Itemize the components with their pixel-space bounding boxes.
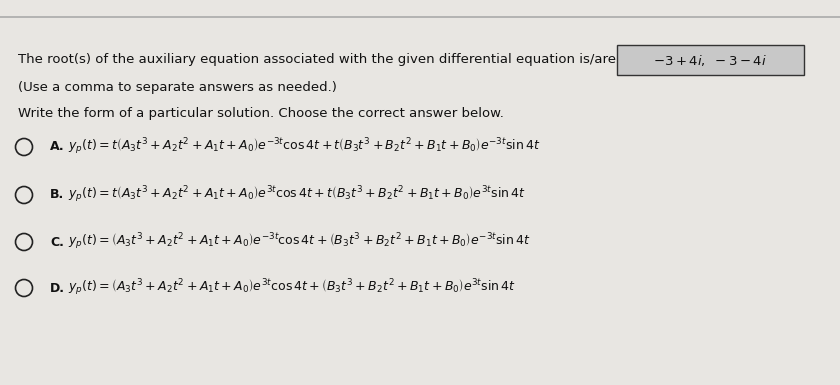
Text: D.: D.: [50, 281, 65, 295]
Text: $y_p(t)=\left(A_3t^3+A_2t^2+A_1t+A_0\right)e^{-3t}\cos 4t+\left(B_3t^3+B_2t^2+B_: $y_p(t)=\left(A_3t^3+A_2t^2+A_1t+A_0\rig…: [68, 232, 531, 252]
Text: (Use a comma to separate answers as needed.): (Use a comma to separate answers as need…: [18, 80, 337, 94]
Text: The root(s) of the auxiliary equation associated with the given differential equ: The root(s) of the auxiliary equation as…: [18, 54, 616, 67]
Text: A.: A.: [50, 141, 65, 154]
Text: C.: C.: [50, 236, 64, 248]
Text: $y_p(t)=t\left(A_3t^3+A_2t^2+A_1t+A_0\right)e^{-3t}\cos 4t+t\left(B_3t^3+B_2t^2+: $y_p(t)=t\left(A_3t^3+A_2t^2+A_1t+A_0\ri…: [68, 137, 540, 157]
Text: $y_p(t)=t\left(A_3t^3+A_2t^2+A_1t+A_0\right)e^{3t}\cos 4t+t\left(B_3t^3+B_2t^2+B: $y_p(t)=t\left(A_3t^3+A_2t^2+A_1t+A_0\ri…: [68, 185, 526, 205]
Text: Write the form of a particular solution. Choose the correct answer below.: Write the form of a particular solution.…: [18, 107, 504, 121]
Text: $-3+4i,\ -3-4i$: $-3+4i,\ -3-4i$: [654, 52, 768, 67]
Text: $y_p(t)=\left(A_3t^3+A_2t^2+A_1t+A_0\right)e^{3t}\cos 4t+\left(B_3t^3+B_2t^2+B_1: $y_p(t)=\left(A_3t^3+A_2t^2+A_1t+A_0\rig…: [68, 278, 516, 298]
Text: B.: B.: [50, 189, 64, 201]
FancyBboxPatch shape: [617, 45, 804, 75]
